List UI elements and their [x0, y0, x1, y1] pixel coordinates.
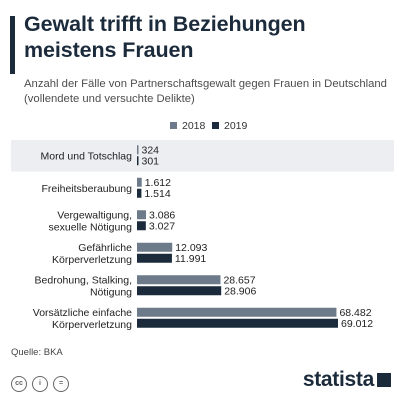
- value-label-2019: 3.027: [149, 220, 175, 232]
- brand-name: statista: [302, 368, 374, 391]
- value-label-2018: 28.657: [223, 274, 255, 286]
- legend-item-2019: 2019: [212, 119, 247, 133]
- chart-title: Gewalt trifft in Beziehungen meistens Fr…: [24, 12, 306, 62]
- category-label: sexuelle Nötigung: [49, 221, 133, 233]
- legend-swatch-2018: [170, 121, 177, 129]
- attribution-icon: i: [32, 376, 48, 392]
- value-label-2019: 69.012: [341, 318, 373, 330]
- bar-2018: [137, 177, 142, 187]
- category-label: Körperverletzung: [52, 319, 132, 331]
- value-label-2019: 11.991: [175, 253, 206, 265]
- category-label: Freiheitsberaubung: [42, 183, 133, 195]
- category-label: Bedrohung, Stalking,: [35, 274, 132, 286]
- statista-logo-icon: [377, 373, 391, 387]
- legend-label-2019: 2019: [224, 120, 248, 132]
- value-label-2018: 68.482: [339, 307, 371, 319]
- category-label: Körperverletzung: [52, 254, 132, 266]
- bar-2019: [137, 221, 146, 231]
- bar-2018: [137, 307, 337, 317]
- statista-logo: statista: [303, 368, 391, 392]
- value-label-2019: 1.514: [144, 188, 170, 200]
- bar-2019: [137, 156, 139, 166]
- category-label: Vorsätzliche einfache: [33, 307, 132, 319]
- bar-2019: [137, 253, 172, 263]
- legend-item-2018: 2018: [170, 119, 205, 133]
- legend: 2018 2019: [0, 119, 405, 133]
- source-note: Quelle: BKA: [11, 347, 63, 358]
- category-label: Vergewaltigung,: [57, 209, 132, 221]
- bar-2019: [137, 188, 142, 198]
- title-accent-bar: [10, 16, 15, 74]
- bar-2019: [137, 318, 338, 328]
- bar-2018: [137, 210, 146, 220]
- bar-2018: [137, 145, 139, 155]
- license-icons: cc i =: [11, 372, 74, 392]
- bar-2018: [137, 242, 173, 252]
- category-label: Gefährliche: [78, 242, 132, 254]
- legend-swatch-2019: [212, 121, 219, 129]
- value-label-2018: 3.086: [149, 209, 175, 221]
- value-label-2019: 301: [142, 155, 160, 167]
- highlight-row-background: [11, 140, 394, 172]
- no-derivatives-icon: =: [53, 376, 69, 392]
- value-label-2018: 12.093: [175, 242, 207, 254]
- legend-label-2018: 2018: [182, 120, 206, 132]
- bar-2018: [137, 275, 221, 285]
- value-label-2018: 1.612: [145, 177, 171, 189]
- value-label-2018: 324: [142, 144, 160, 156]
- bar-2019: [137, 286, 222, 296]
- value-label-2019: 28.906: [224, 285, 256, 297]
- category-label: Mord und Totschlag: [41, 150, 133, 162]
- category-label: Nötigung: [90, 286, 132, 298]
- chart-subtitle: Anzahl der Fälle von Partnerschaftsgewal…: [24, 78, 387, 105]
- creative-commons-icon: cc: [11, 376, 27, 392]
